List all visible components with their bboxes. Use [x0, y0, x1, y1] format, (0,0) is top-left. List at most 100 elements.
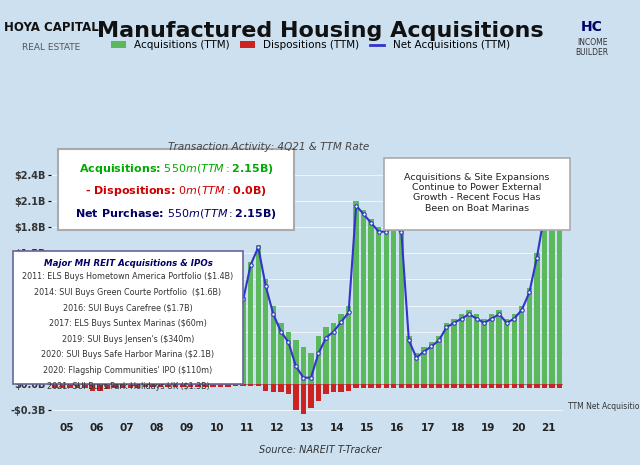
Bar: [519, 306, 525, 384]
Bar: [60, 384, 65, 388]
Bar: [67, 384, 73, 388]
Bar: [383, 384, 389, 388]
Text: 2019: SUI Buys Jensen's ($340m): 2019: SUI Buys Jensen's ($340m): [62, 335, 194, 344]
Bar: [165, 377, 171, 384]
Bar: [143, 384, 148, 387]
Text: Acquisitions: $550m (TTM: $2.15B): Acquisitions: $550m (TTM: $2.15B): [79, 162, 273, 176]
Bar: [97, 384, 103, 391]
Bar: [444, 323, 449, 384]
Bar: [241, 297, 246, 384]
Bar: [316, 384, 321, 401]
Bar: [203, 384, 208, 387]
Bar: [346, 384, 351, 391]
Bar: [489, 384, 494, 388]
Bar: [195, 379, 201, 384]
Bar: [233, 336, 238, 384]
Bar: [120, 384, 125, 388]
Bar: [301, 384, 306, 414]
Bar: [413, 353, 419, 384]
Bar: [225, 384, 231, 387]
Bar: [504, 319, 509, 384]
Bar: [459, 384, 464, 388]
Bar: [113, 373, 118, 384]
Bar: [353, 201, 359, 384]
Bar: [263, 384, 269, 391]
Text: Net Purchase: $550m (TTM: $2.15B): Net Purchase: $550m (TTM: $2.15B): [75, 207, 277, 221]
Text: 2017: ELS Buys Suntex Marinas ($60m): 2017: ELS Buys Suntex Marinas ($60m): [49, 319, 207, 328]
Bar: [549, 384, 555, 388]
Bar: [157, 377, 163, 384]
Bar: [135, 384, 141, 388]
Bar: [241, 384, 246, 386]
Bar: [534, 384, 540, 388]
Bar: [105, 384, 110, 389]
Bar: [113, 384, 118, 388]
Bar: [406, 336, 412, 384]
Bar: [557, 384, 562, 388]
Text: 2020: Flagship Communities' IPO ($110m): 2020: Flagship Communities' IPO ($110m): [44, 366, 212, 375]
Text: 2020: SUI Buys Safe Harbor Marina ($2.1B): 2020: SUI Buys Safe Harbor Marina ($2.1B…: [42, 351, 214, 359]
Bar: [52, 368, 58, 384]
Bar: [90, 365, 95, 384]
Bar: [474, 384, 479, 388]
Bar: [180, 384, 186, 387]
Bar: [361, 384, 366, 388]
Bar: [316, 336, 321, 384]
Bar: [225, 379, 231, 384]
Bar: [173, 379, 178, 384]
Bar: [421, 384, 427, 388]
Bar: [188, 379, 193, 384]
Bar: [549, 175, 555, 384]
Text: 2011: ELS Buys Hometown America Portfolio ($1.4B): 2011: ELS Buys Hometown America Portfoli…: [22, 272, 234, 281]
Bar: [278, 384, 284, 392]
Bar: [308, 353, 314, 384]
Bar: [353, 384, 359, 388]
Bar: [127, 384, 133, 388]
FancyBboxPatch shape: [58, 149, 294, 230]
Bar: [436, 336, 442, 384]
Bar: [105, 365, 110, 384]
Text: HC: HC: [581, 20, 603, 34]
Bar: [429, 342, 434, 384]
Bar: [504, 384, 509, 388]
Bar: [255, 245, 261, 384]
Bar: [293, 384, 299, 410]
Bar: [308, 384, 314, 408]
Text: Transaction Activity: 4Q21 & TTM Rate: Transaction Activity: 4Q21 & TTM Rate: [168, 142, 369, 152]
Text: Source: NAREIT T-Tracker: Source: NAREIT T-Tracker: [259, 445, 381, 455]
Bar: [467, 310, 472, 384]
Bar: [127, 377, 133, 384]
Bar: [271, 306, 276, 384]
Bar: [83, 368, 88, 384]
Text: Acquisitions & Site Expansions
Continue to Power External
Growth - Recent Focus : Acquisitions & Site Expansions Continue …: [404, 173, 550, 213]
Bar: [391, 384, 397, 388]
Bar: [97, 363, 103, 384]
Text: 2016: SUI Buys Carefree ($1.7B): 2016: SUI Buys Carefree ($1.7B): [63, 304, 193, 312]
Bar: [157, 384, 163, 387]
Bar: [339, 314, 344, 384]
Bar: [519, 384, 525, 388]
Bar: [248, 384, 253, 386]
Bar: [391, 223, 397, 384]
Text: REAL ESTATE: REAL ESTATE: [22, 43, 81, 52]
Text: 2014: SUI Buys Green Courte Portfolio  ($1.6B): 2014: SUI Buys Green Courte Portfolio ($…: [35, 288, 221, 297]
Bar: [203, 378, 208, 384]
Bar: [527, 288, 532, 384]
Bar: [497, 310, 502, 384]
Legend: Acquisitions (TTM), Dispositions (TTM), Net Acquisitions (TTM): Acquisitions (TTM), Dispositions (TTM), …: [107, 36, 514, 54]
Bar: [75, 366, 80, 384]
Bar: [451, 319, 457, 384]
Bar: [301, 347, 306, 384]
Bar: [467, 384, 472, 388]
Bar: [451, 384, 457, 388]
FancyBboxPatch shape: [13, 251, 243, 384]
Bar: [285, 332, 291, 384]
Bar: [376, 384, 381, 388]
Bar: [534, 253, 540, 384]
Bar: [52, 384, 58, 388]
Bar: [383, 227, 389, 384]
Bar: [481, 384, 487, 388]
Bar: [361, 210, 366, 384]
Bar: [399, 384, 404, 388]
Bar: [218, 378, 223, 384]
